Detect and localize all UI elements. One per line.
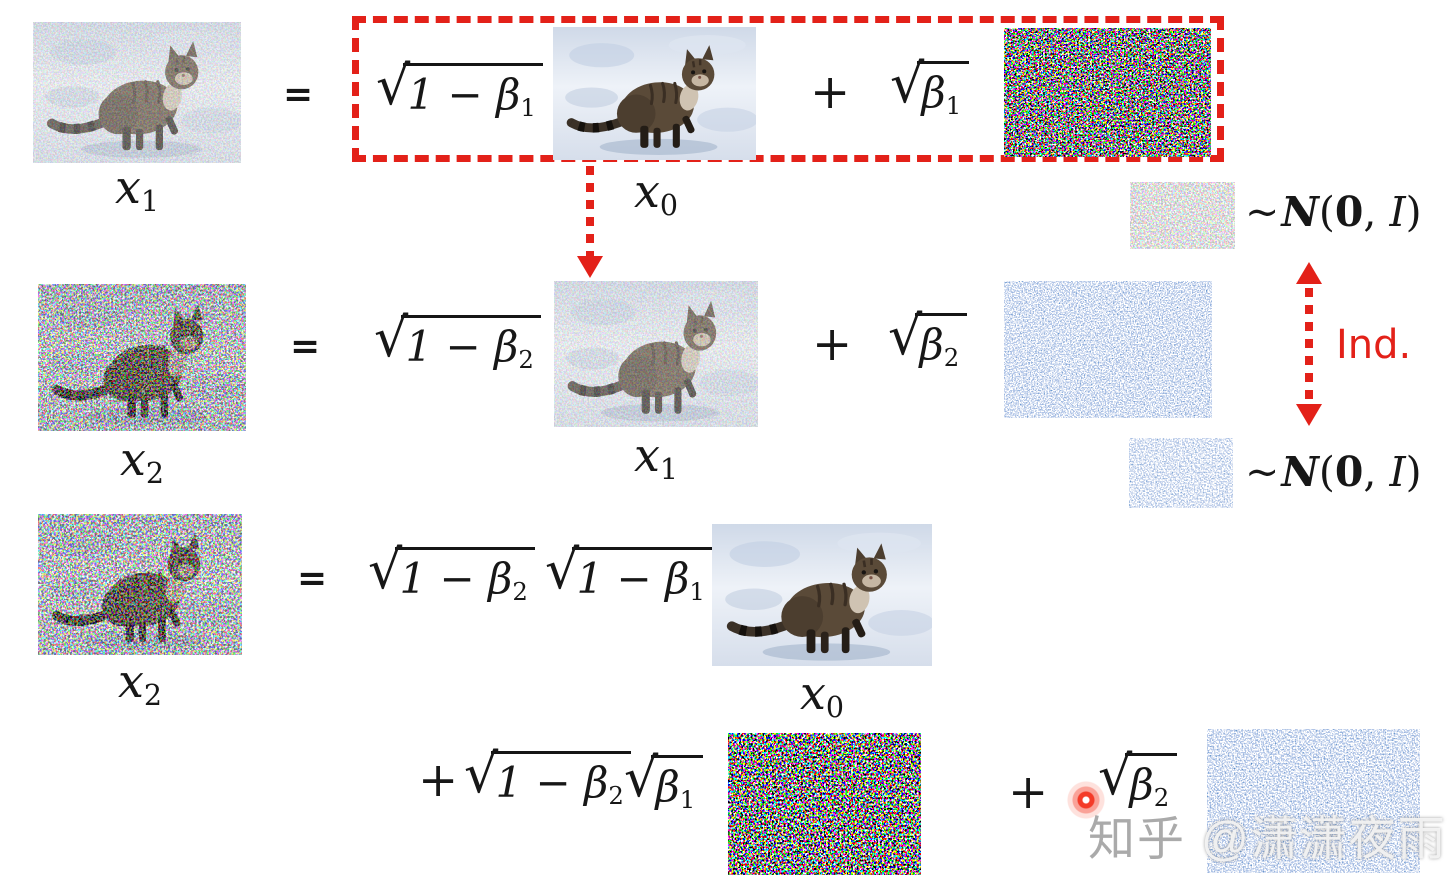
image-noise-rgb-sample [1130, 182, 1235, 249]
independence-arrow-line [1305, 288, 1313, 402]
var-label-x0-row3: x0 [799, 666, 845, 724]
image-cat-x0-clean-row1 [553, 27, 756, 160]
radical-sign: √ [545, 538, 580, 602]
radical-sign: √ [464, 742, 499, 806]
image-noise-rgb-row4 [728, 733, 921, 875]
watermark-site: 知乎 [1088, 812, 1202, 865]
var-label-x0-row1: x0 [633, 164, 679, 222]
plus-sign-row4-a: + [418, 752, 459, 808]
independence-arrow-head-up [1296, 262, 1322, 284]
image-cat-x2-heavy-noise-row3 [38, 514, 242, 655]
image-cat-x1-slightly-noisy [33, 22, 241, 163]
image-cat-x0-clean-row3 [712, 524, 932, 666]
independence-arrow-head-down [1296, 404, 1322, 426]
plus-sign-row1: + [810, 64, 851, 120]
plus-sign-row2: + [812, 316, 853, 372]
equals-sign-row1: = [283, 74, 314, 115]
radical-sign: √ [890, 52, 925, 116]
coef-sqrt-1-minus-beta2-row2: √ 1 − β2 [374, 306, 542, 374]
radical-sign: √ [374, 306, 409, 370]
laser-pointer-dot [1064, 778, 1108, 822]
highlight-dashed-box [352, 16, 1224, 162]
coef-sqrt-beta2-row4: √ β2 [1098, 744, 1177, 812]
watermark-handle: @潇潇夜雨 [1201, 812, 1447, 865]
image-noise-blue-row2 [1004, 281, 1212, 418]
coef-sqrt-1-minus-beta2-row4: √ 1 − β2 [464, 742, 632, 810]
coef-sqrt-beta1-row4: √ β1 [624, 746, 703, 814]
gauss-distribution-label-bottom: ~N(0, I) [1245, 448, 1422, 496]
radical-sign: √ [376, 54, 411, 118]
image-noise-blue-row4 [1207, 729, 1420, 873]
radical-sign: √ [624, 746, 659, 810]
coef-sqrt-1-minus-beta1-row1: √ 1 − β1 [376, 54, 544, 122]
var-label-x2-row2: x2 [119, 432, 165, 490]
gauss-distribution-label-top: ~N(0, I) [1245, 188, 1422, 236]
image-noise-rgb-row1 [1004, 28, 1211, 157]
image-cat-x2-heavy-noise-row2 [38, 284, 246, 431]
coef-sqrt-beta1-row1: √ β1 [890, 52, 969, 120]
var-label-x1: x1 [114, 160, 160, 218]
var-label-x2-row3: x2 [117, 654, 163, 712]
radical-sign: √ [368, 538, 403, 602]
var-label-x1-row2: x1 [633, 428, 679, 486]
watermark: 知乎 @潇潇夜雨 [1088, 800, 1447, 869]
coef-sqrt-1-minus-beta1-row3: √ 1 − β1 [545, 538, 713, 606]
equals-sign-row3: = [297, 558, 328, 599]
radical-sign: √ [888, 304, 923, 368]
plus-sign-row4-b: + [1008, 764, 1049, 820]
independence-label: Ind. [1336, 322, 1412, 368]
coef-sqrt-beta2-row2: √ β2 [888, 304, 967, 372]
dashed-down-arrow-head [577, 256, 603, 278]
image-cat-x1-slightly-noisy-row2 [554, 281, 758, 427]
coef-sqrt-1-minus-beta2-row3: √ 1 − β2 [368, 538, 536, 606]
dashed-down-arrow-line [586, 166, 594, 256]
radical-sign: √ [1098, 744, 1133, 808]
image-noise-blue-sample [1129, 438, 1233, 508]
equals-sign-row2: = [290, 326, 321, 367]
